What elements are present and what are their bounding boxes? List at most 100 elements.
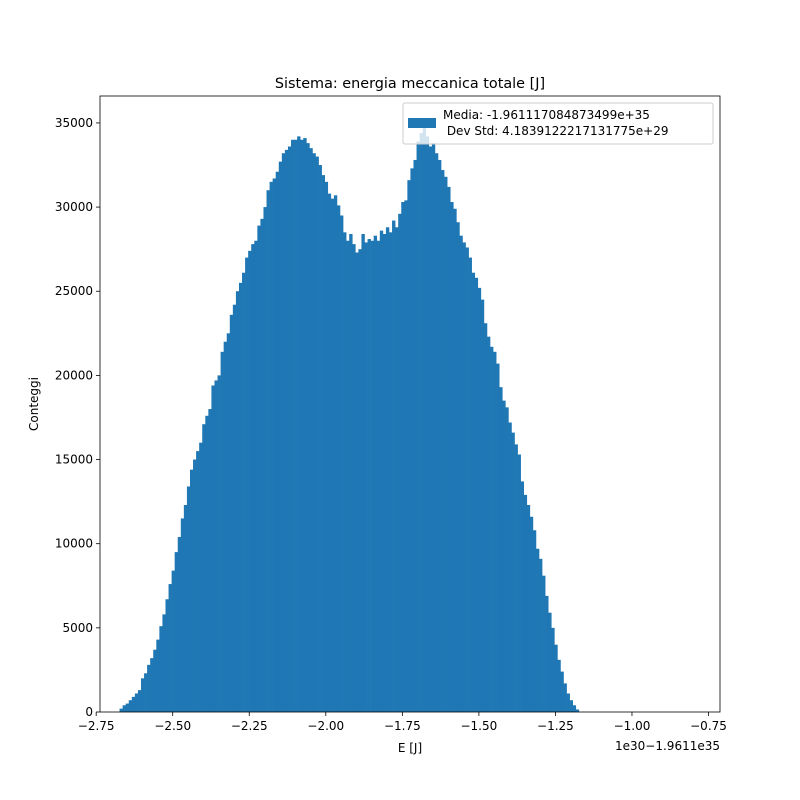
histogram-bar bbox=[404, 200, 408, 712]
histogram-bar bbox=[125, 703, 130, 712]
histogram-bar bbox=[327, 193, 332, 712]
histogram-bar bbox=[183, 504, 188, 712]
histogram-bar bbox=[159, 626, 163, 712]
x-axis-ticks: −2.75 −2.50 −2.25 −2.00 −1.75 −1.50 −1.25 −1.00… bbox=[78, 712, 727, 733]
histogram-bar bbox=[395, 227, 399, 712]
histogram-bar bbox=[471, 272, 476, 712]
histogram-bar bbox=[266, 190, 270, 713]
histogram-bar bbox=[520, 481, 525, 712]
histogram-bar bbox=[220, 351, 224, 712]
histogram-bar bbox=[346, 240, 350, 712]
histogram-bar bbox=[465, 247, 469, 712]
histogram-bar bbox=[453, 208, 457, 713]
histogram-bar bbox=[189, 469, 194, 712]
histogram-bar bbox=[226, 333, 231, 712]
histogram-bar bbox=[242, 272, 246, 712]
histogram-bar bbox=[444, 176, 448, 713]
histogram-bar bbox=[171, 570, 175, 712]
y-axis-ticks: 0 5000 10000 15000 20000 25000 30000 35000 bbox=[55, 116, 100, 719]
histogram-bar bbox=[422, 127, 427, 712]
histogram-bar bbox=[128, 700, 133, 712]
y-tick-label: 15000 bbox=[55, 453, 93, 467]
histogram-bar bbox=[137, 690, 142, 712]
histogram-bar bbox=[575, 709, 580, 712]
histogram-bar bbox=[251, 244, 255, 712]
histogram-bar bbox=[560, 671, 564, 712]
histogram-bar bbox=[153, 649, 157, 712]
histogram-bar bbox=[548, 612, 552, 712]
histogram-bar bbox=[177, 536, 182, 712]
histogram-bar bbox=[490, 346, 494, 712]
histogram-bar bbox=[539, 558, 543, 712]
histogram-bar bbox=[480, 299, 485, 712]
y-tick-label: 10000 bbox=[55, 537, 93, 551]
histogram-bar bbox=[134, 693, 139, 712]
histogram-bar bbox=[554, 644, 558, 712]
histogram-bar bbox=[248, 250, 252, 712]
histogram-bar bbox=[235, 291, 240, 712]
x-tick-label: −1.50 bbox=[460, 719, 497, 733]
histogram-bar bbox=[312, 153, 316, 712]
histogram-bar bbox=[468, 257, 472, 712]
x-tick-label: −0.75 bbox=[690, 719, 727, 733]
x-tick-label: −2.00 bbox=[307, 719, 344, 733]
histogram-bar bbox=[483, 323, 488, 712]
y-axis-label: Conteggi bbox=[27, 377, 41, 431]
histogram-bar bbox=[551, 627, 555, 712]
histogram-bar bbox=[477, 287, 482, 712]
histogram-bar bbox=[410, 168, 414, 712]
x-tick-label: −2.50 bbox=[154, 719, 191, 733]
histogram-bar bbox=[349, 234, 353, 712]
histogram-bar bbox=[318, 165, 322, 712]
histogram-bar bbox=[208, 409, 212, 712]
histogram-bar bbox=[388, 232, 393, 712]
histogram-bar bbox=[275, 171, 280, 713]
histogram-bar bbox=[333, 195, 338, 713]
histogram-bar bbox=[211, 385, 215, 712]
histogram-bar bbox=[281, 153, 286, 712]
legend-label-line: Media: -1.961117084873499e+35 bbox=[443, 108, 650, 122]
legend-swatch bbox=[408, 118, 436, 128]
legend-box bbox=[402, 102, 714, 145]
histogram-bars bbox=[119, 127, 580, 713]
histogram-bar bbox=[508, 422, 512, 712]
legend-label: Media: -1.961117084873499e+35 Dev Std: 4… bbox=[443, 108, 668, 138]
histogram-bar bbox=[186, 486, 191, 712]
histogram-bar bbox=[376, 240, 381, 712]
histogram-bar bbox=[529, 516, 534, 712]
histogram-bar bbox=[260, 218, 264, 712]
histogram-bar bbox=[150, 658, 154, 712]
histogram-bar bbox=[229, 314, 234, 712]
histogram-bar bbox=[398, 213, 402, 712]
histogram-bar bbox=[514, 444, 518, 712]
histogram-bar bbox=[361, 234, 365, 712]
histogram-bar bbox=[287, 146, 292, 712]
histogram-bar bbox=[297, 136, 301, 713]
histogram-bar bbox=[284, 149, 289, 713]
histogram-bar bbox=[459, 235, 463, 713]
x-tick-label: −1.75 bbox=[384, 719, 421, 733]
histogram-bar bbox=[563, 683, 567, 712]
histogram-bar bbox=[321, 175, 326, 712]
histogram-bar bbox=[379, 230, 384, 712]
histogram-bar bbox=[496, 363, 500, 712]
histogram-bar bbox=[147, 664, 151, 712]
histogram-bar bbox=[486, 336, 491, 712]
histogram-bar bbox=[193, 459, 197, 712]
histogram-bar bbox=[542, 575, 546, 712]
histogram-bar bbox=[413, 159, 417, 712]
x-tick-label: −1.25 bbox=[537, 719, 574, 733]
histogram-bar bbox=[257, 225, 261, 712]
histogram-bar bbox=[272, 178, 277, 712]
histogram-bar bbox=[407, 180, 411, 712]
histogram-bar bbox=[263, 207, 267, 712]
histogram-bar bbox=[140, 678, 145, 712]
histogram-bar bbox=[278, 161, 283, 712]
histogram-bar bbox=[401, 202, 405, 713]
histogram-bar bbox=[330, 198, 335, 712]
histogram-bar bbox=[517, 454, 521, 712]
histogram-bar bbox=[119, 708, 123, 712]
histogram-bar bbox=[392, 220, 396, 712]
histogram-bar bbox=[493, 351, 497, 712]
histogram-bar bbox=[545, 595, 549, 712]
